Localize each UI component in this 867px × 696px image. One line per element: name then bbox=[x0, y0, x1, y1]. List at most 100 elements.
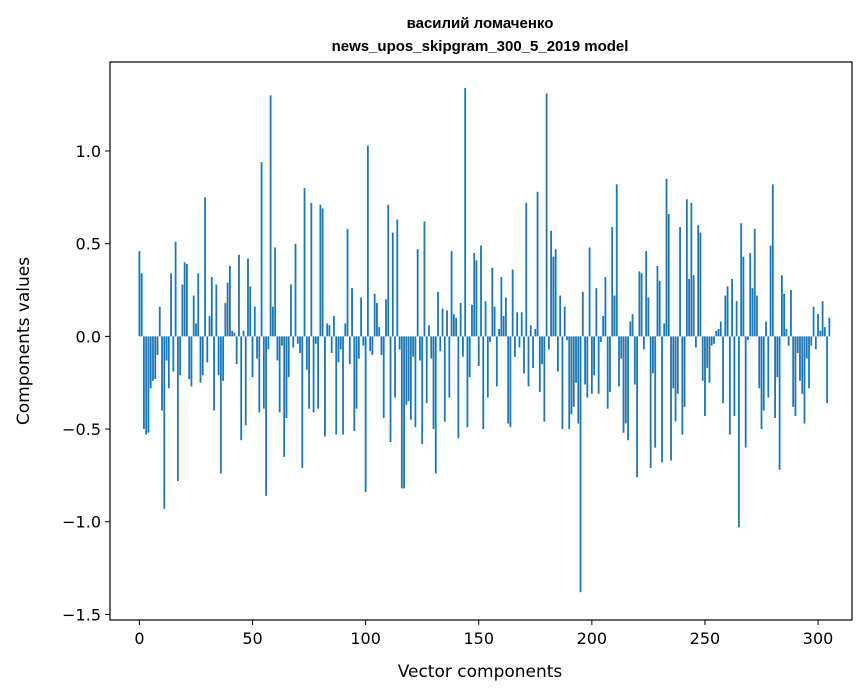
bar-57 bbox=[267, 336, 270, 350]
bar-274 bbox=[758, 336, 761, 389]
bar-239 bbox=[679, 226, 681, 337]
y-axis-ticks: −1.5 −1.0 −0.5 0.0 0.5 1.0 bbox=[62, 142, 110, 624]
bar-24 bbox=[192, 295, 195, 337]
bar-42 bbox=[233, 332, 236, 337]
bar-29 bbox=[204, 197, 206, 337]
bar-235 bbox=[670, 336, 672, 461]
bar-286 bbox=[785, 328, 788, 337]
bar-46 bbox=[242, 330, 245, 337]
bar-48 bbox=[247, 258, 249, 337]
bar-4 bbox=[147, 336, 150, 433]
bar-254 bbox=[713, 336, 715, 344]
bar-31 bbox=[208, 315, 211, 337]
bar-247 bbox=[697, 225, 700, 337]
bar-80 bbox=[319, 204, 322, 337]
bar-248 bbox=[699, 232, 702, 337]
bar-195 bbox=[579, 336, 582, 593]
bar-8 bbox=[156, 336, 159, 355]
bar-174 bbox=[532, 336, 534, 368]
chart-title-line2: news_upos_skipgram_300_5_2019 model bbox=[332, 38, 629, 55]
bar-113 bbox=[394, 336, 396, 398]
bar-15 bbox=[172, 336, 175, 372]
bar-64 bbox=[283, 336, 286, 457]
bar-198 bbox=[586, 336, 589, 398]
y-tick-label-2: −0.5 bbox=[62, 420, 101, 439]
bar-73 bbox=[303, 188, 306, 337]
y-tick-label-0: −1.5 bbox=[62, 605, 101, 624]
y-axis-label: Components values bbox=[14, 257, 34, 425]
bar-128 bbox=[428, 325, 430, 337]
bar-118 bbox=[405, 336, 408, 405]
bar-10 bbox=[161, 336, 163, 411]
bar-294 bbox=[803, 336, 806, 424]
bar-275 bbox=[760, 336, 763, 430]
bar-40 bbox=[228, 265, 231, 337]
bar-98 bbox=[360, 297, 363, 337]
bar-47 bbox=[244, 336, 247, 426]
y-tick-label-4: 0.5 bbox=[76, 235, 101, 254]
bar-141 bbox=[457, 336, 460, 439]
bar-181 bbox=[547, 336, 550, 350]
bar-121 bbox=[412, 336, 415, 357]
bar-107 bbox=[380, 336, 383, 355]
bar-26 bbox=[197, 273, 200, 337]
bar-225 bbox=[647, 297, 650, 337]
bar-131 bbox=[434, 336, 437, 474]
bar-65 bbox=[285, 336, 288, 418]
bar-209 bbox=[611, 226, 614, 337]
bar-295 bbox=[805, 336, 808, 359]
bar-175 bbox=[534, 328, 537, 337]
bar-82 bbox=[324, 336, 326, 437]
bar-299 bbox=[814, 336, 817, 350]
bar-84 bbox=[328, 325, 331, 337]
bar-60 bbox=[274, 247, 277, 337]
bar-170 bbox=[523, 336, 525, 374]
bar-70 bbox=[296, 336, 299, 344]
bar-262 bbox=[731, 278, 734, 337]
bar-143 bbox=[462, 336, 464, 357]
bar-153 bbox=[484, 301, 487, 337]
bar-185 bbox=[557, 336, 559, 372]
bar-186 bbox=[559, 295, 562, 337]
bar-12 bbox=[165, 336, 168, 361]
bar-119 bbox=[407, 336, 410, 402]
bar-140 bbox=[455, 317, 458, 337]
bar-303 bbox=[823, 327, 826, 337]
bar-230 bbox=[658, 280, 661, 337]
bar-264 bbox=[735, 301, 738, 337]
bar-94 bbox=[351, 288, 353, 337]
bar-154 bbox=[486, 336, 489, 398]
bar-176 bbox=[536, 191, 539, 337]
bar-157 bbox=[493, 306, 496, 337]
bar-90 bbox=[342, 336, 344, 435]
bar-124 bbox=[419, 336, 421, 361]
bar-30 bbox=[206, 336, 209, 363]
bar-280 bbox=[771, 184, 774, 337]
bar-139 bbox=[452, 314, 455, 337]
bar-132 bbox=[437, 291, 439, 337]
bar-278 bbox=[767, 336, 770, 398]
bar-106 bbox=[378, 327, 381, 337]
bar-78 bbox=[314, 336, 317, 344]
bar-55 bbox=[262, 336, 265, 409]
bar-53 bbox=[258, 336, 261, 413]
bar-133 bbox=[439, 336, 442, 352]
bar-193 bbox=[575, 336, 577, 383]
bar-202 bbox=[595, 288, 598, 337]
bar-116 bbox=[400, 336, 403, 489]
bar-196 bbox=[581, 291, 584, 337]
bar-171 bbox=[525, 202, 528, 337]
bar-166 bbox=[514, 336, 516, 357]
bar-126 bbox=[423, 221, 426, 337]
bar-34 bbox=[215, 284, 218, 337]
bar-177 bbox=[538, 336, 541, 392]
bar-23 bbox=[190, 336, 193, 387]
bar-20 bbox=[183, 262, 186, 337]
bar-189 bbox=[566, 336, 568, 341]
bar-100 bbox=[364, 336, 367, 493]
bar-37 bbox=[222, 336, 225, 381]
bar-223 bbox=[642, 336, 645, 350]
bar-302 bbox=[821, 301, 824, 337]
bar-163 bbox=[507, 336, 510, 424]
bar-197 bbox=[584, 336, 586, 385]
